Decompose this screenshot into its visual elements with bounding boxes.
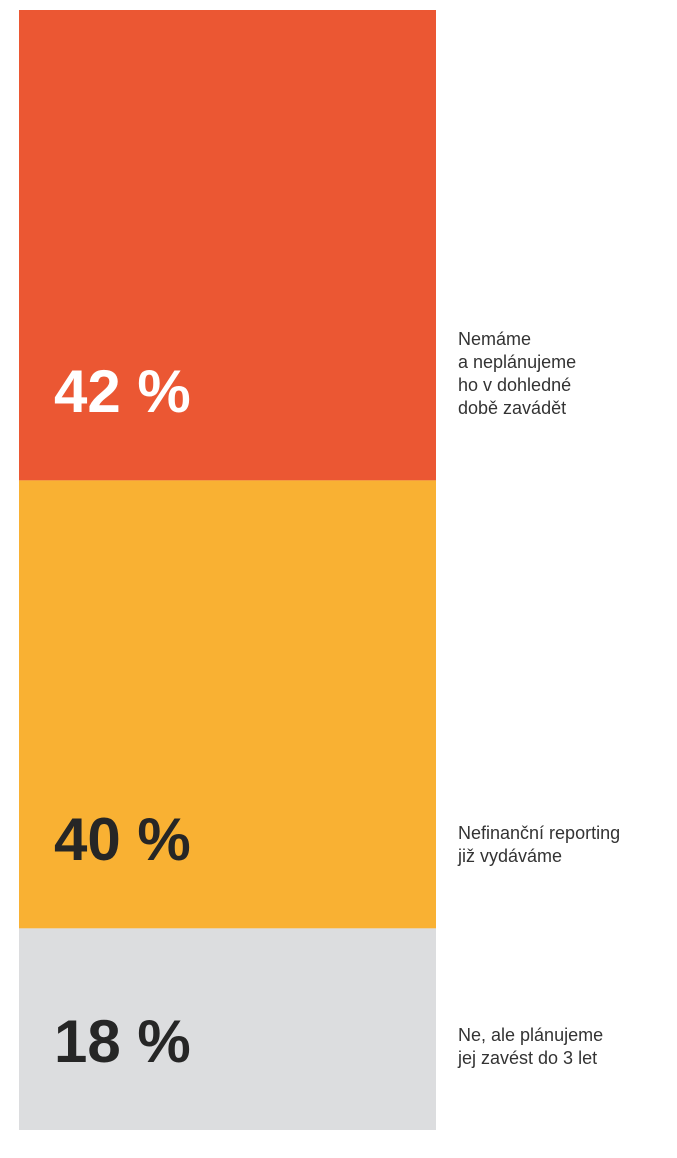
- bar-segment: [19, 928, 436, 1130]
- value-label: 42 %: [54, 358, 191, 426]
- value-label: 40 %: [54, 806, 191, 874]
- category-label: Nefinanční reporting již vydáváme: [458, 823, 621, 867]
- category-label: Nemáme a neplánujeme ho v dohledné době …: [458, 329, 577, 419]
- bar-segment: [19, 480, 436, 929]
- category-label: Ne, ale plánujeme jej zavést do 3 let: [458, 1025, 604, 1068]
- bar-segment: [19, 10, 436, 481]
- value-label: 18 %: [54, 1008, 191, 1075]
